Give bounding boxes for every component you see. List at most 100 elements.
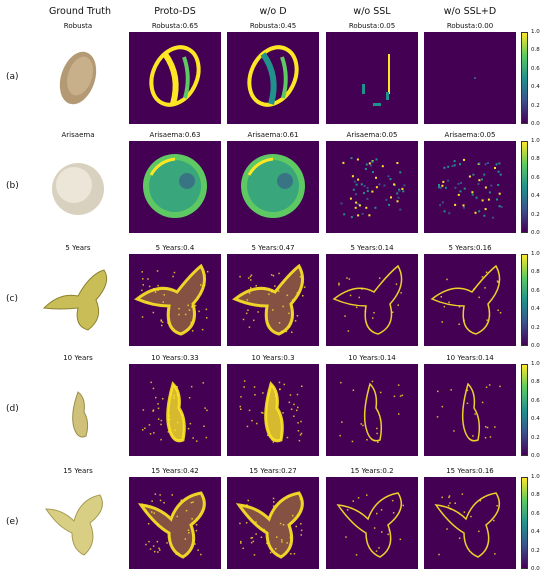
- panel-title: Robusta:0.05: [348, 22, 396, 30]
- panel-title: 15 Years:0.27: [249, 467, 297, 475]
- heatmap-panel: [326, 141, 418, 233]
- ground-truth-image-1: [52, 163, 104, 215]
- heatmap-panel: [326, 254, 418, 346]
- heatmap-panel: [129, 141, 221, 233]
- panel-title: Arisaema:0.05: [346, 131, 398, 139]
- heatmap-shape-1-1: [241, 154, 305, 218]
- panel-title: Robusta:0.45: [249, 22, 297, 30]
- panel-title: 5 Years:0.16: [448, 244, 492, 252]
- heatmap-shape-1-3: [438, 158, 503, 219]
- column-header-ground-truth: Ground Truth: [48, 6, 112, 17]
- heatmap-shape-1-0: [143, 154, 207, 218]
- heatmap-panel: [129, 364, 221, 456]
- heatmap-shape-1-2: [340, 157, 406, 219]
- colorbar-tick-label: 0.8: [531, 492, 540, 499]
- heatmap-panel: [326, 32, 418, 124]
- colorbar-tick-label: 0.6: [531, 510, 540, 517]
- heatmap-panel: [227, 32, 319, 124]
- colorbar-tick-label: 0.8: [531, 269, 540, 276]
- colorbar: [521, 32, 528, 124]
- colorbar-tick-label: 0.0: [531, 230, 540, 236]
- colorbar-tick-label: 0.2: [531, 102, 540, 109]
- ground-truth-image-4: [45, 494, 103, 556]
- heatmap-shape-2-3: [430, 264, 502, 335]
- heatmap-shape-4-1: [235, 491, 304, 559]
- heatmap-shape-2-1: [232, 263, 306, 336]
- heatmap-shape-0-0: [149, 45, 201, 107]
- ground-truth-label: 5 Years: [65, 244, 91, 252]
- colorbar-tick-label: 0.4: [531, 306, 540, 313]
- colorbar-tick-label: 0.0: [531, 566, 540, 572]
- heatmap-shape-3-3: [436, 382, 501, 442]
- colorbar-tick-label: 0.0: [531, 343, 540, 349]
- panel-title: Arisaema:0.05: [444, 131, 496, 139]
- colorbar-tick-label: 0.0: [531, 121, 540, 127]
- colorbar: [521, 254, 528, 346]
- panel-title: 5 Years:0.4: [155, 244, 195, 252]
- panel-title: Arisaema:0.61: [247, 131, 299, 139]
- ground-truth-cell: [38, 260, 118, 340]
- row-label: (a): [6, 72, 19, 82]
- heatmap-panel: [424, 141, 516, 233]
- heatmap-panel: [424, 32, 516, 124]
- heatmap-panel: [326, 364, 418, 456]
- ground-truth-image-3: [72, 391, 89, 438]
- colorbar-tick-label: 0.8: [531, 47, 540, 54]
- heatmap-panel: [129, 254, 221, 346]
- colorbar-tick-label: 1.0: [531, 29, 540, 35]
- panel-title: Robusta:0.65: [151, 22, 199, 30]
- colorbar-tick-label: 0.4: [531, 416, 540, 423]
- heatmap-shape-3-0: [142, 381, 208, 443]
- column-header-wo-ssl-d: w/o SSL+D: [443, 6, 497, 17]
- heatmap-shape-2-0: [134, 263, 209, 336]
- heatmap-panel: [326, 477, 418, 569]
- colorbar-tick-label: 0.2: [531, 324, 540, 331]
- colorbar-tick-label: 0.8: [531, 379, 540, 386]
- column-header-wo-d: w/o D: [259, 6, 287, 17]
- colorbar-tick-label: 0.2: [531, 211, 540, 218]
- colorbar: [521, 141, 528, 233]
- colorbar: [521, 477, 528, 569]
- ground-truth-label: 10 Years: [63, 354, 93, 362]
- colorbar-tick-label: 1.0: [531, 474, 540, 480]
- heatmap-panel: [227, 364, 319, 456]
- panel-title: 15 Years:0.42: [151, 467, 199, 475]
- row-label: (e): [6, 517, 19, 527]
- colorbar-tick-label: 1.0: [531, 361, 540, 367]
- colorbar-tick-label: 0.6: [531, 65, 540, 72]
- heatmap-shape-4-0: [137, 491, 206, 559]
- ground-truth-cell: [38, 38, 118, 118]
- colorbar-tick-label: 0.0: [531, 453, 540, 459]
- colorbar-tick-label: 0.6: [531, 397, 540, 404]
- heatmap-panel: [424, 477, 516, 569]
- heatmap-shape-0-2: [362, 54, 390, 106]
- panel-title: 15 Years:0.16: [446, 467, 494, 475]
- panel-title: Robusta:0.00: [446, 22, 494, 30]
- panel-title: 15 Years:0.2: [350, 467, 394, 475]
- panel-title: 5 Years:0.14: [350, 244, 394, 252]
- colorbar-tick-label: 0.4: [531, 529, 540, 536]
- colorbar-tick-label: 1.0: [531, 138, 540, 144]
- row-label: (c): [6, 294, 18, 304]
- heatmap-shape-0-1: [247, 45, 299, 107]
- heatmap-panel: [424, 364, 516, 456]
- panel-title: 10 Years:0.3: [251, 354, 295, 362]
- heatmap-shape-4-2: [336, 492, 404, 558]
- heatmap-panel: [424, 254, 516, 346]
- colorbar-tick-label: 0.2: [531, 434, 540, 441]
- heatmap-panel: [227, 477, 319, 569]
- heatmap-panel: [129, 32, 221, 124]
- heatmap-shape-0-3: [474, 77, 476, 79]
- ground-truth-cell: [38, 483, 118, 563]
- panel-title: 5 Years:0.47: [251, 244, 295, 252]
- colorbar: [521, 364, 528, 456]
- heatmap-panel: [227, 254, 319, 346]
- colorbar-tick-label: 0.8: [531, 156, 540, 163]
- panel-title: 10 Years:0.14: [446, 354, 494, 362]
- heatmap-panel: [227, 141, 319, 233]
- row-label: (b): [6, 181, 19, 191]
- panel-title: 10 Years:0.33: [151, 354, 199, 362]
- row-label: (d): [6, 404, 19, 414]
- heatmap-shape-2-2: [332, 264, 403, 335]
- column-header-wo-ssl: w/o SSL: [353, 6, 391, 17]
